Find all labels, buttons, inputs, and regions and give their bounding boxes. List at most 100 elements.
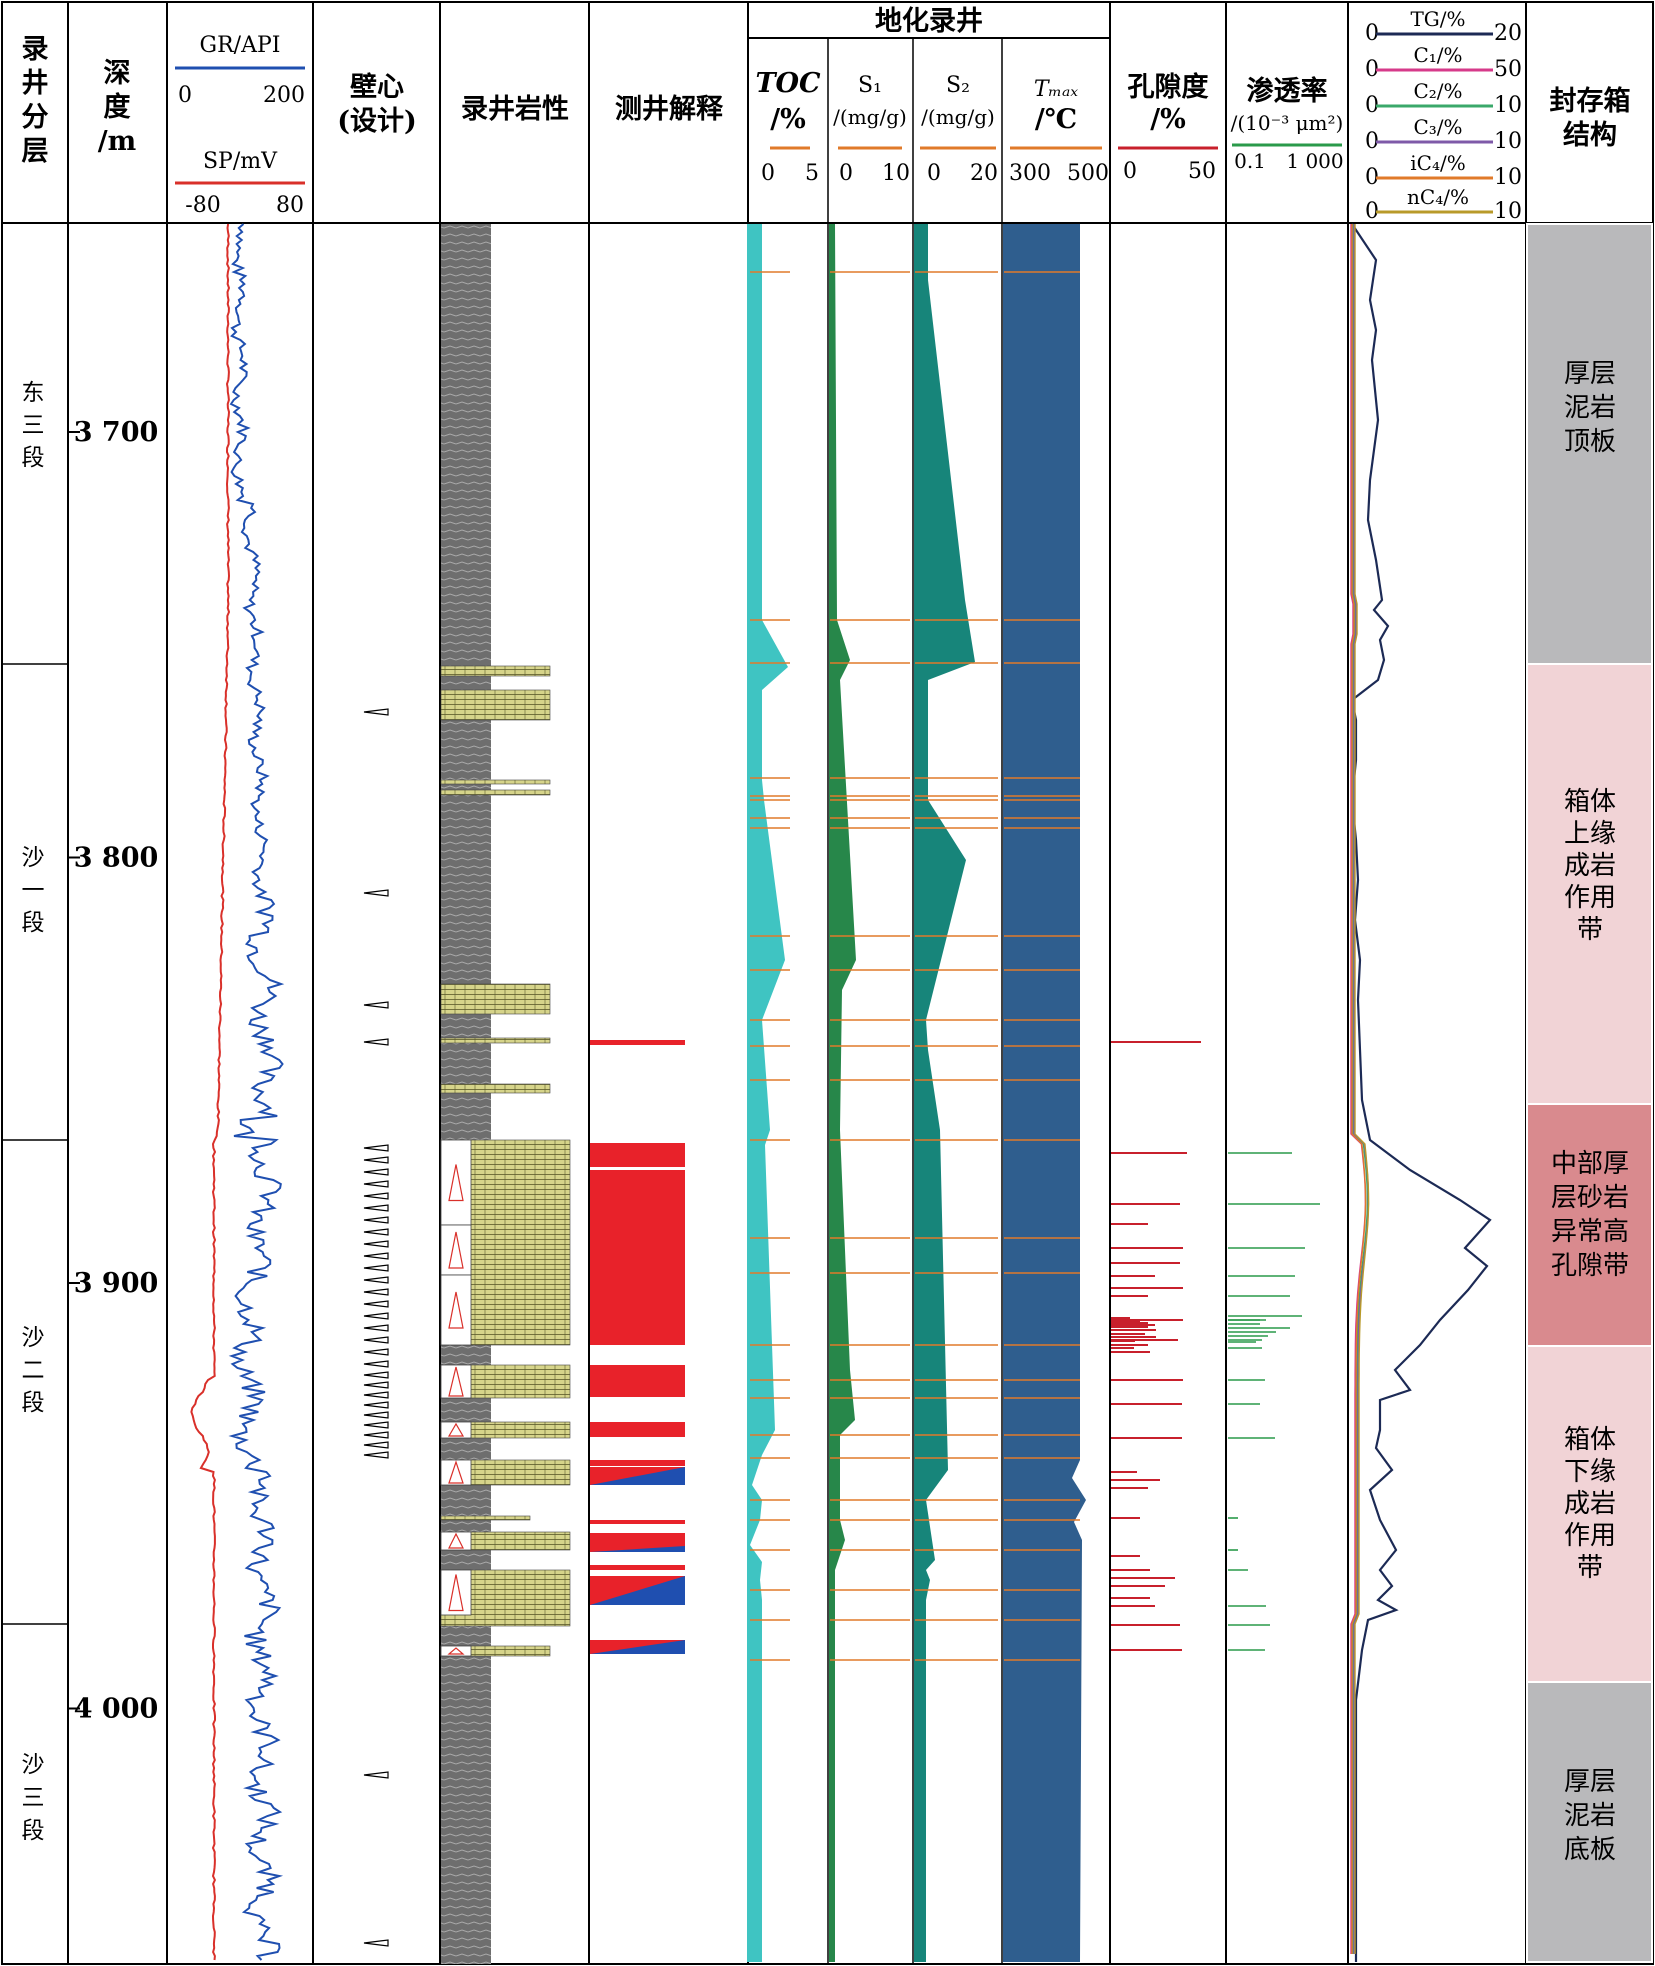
core-marker — [363, 1228, 389, 1236]
oil-layer — [590, 1170, 685, 1345]
seal-zone — [1526, 663, 1653, 1105]
seal-zone-label: 上缘 — [1564, 819, 1616, 849]
sandstone-bed — [440, 665, 551, 677]
sample-lines — [750, 271, 1080, 1661]
seal-zones: 厚层泥岩顶板箱体上缘成岩作用带中部厚层砂岩异常高孔隙带箱体下缘成岩作用带厚层泥岩… — [1526, 223, 1653, 1963]
gas-legend-max: 10 — [1494, 165, 1522, 190]
seal-zone-label: 孔隙带 — [1551, 1251, 1629, 1281]
s2-unit: /(mg/g) — [921, 105, 995, 129]
gas-legend-label: nC₄/% — [1407, 185, 1469, 209]
seal-zone-label: 箱体 — [1564, 787, 1616, 817]
formation-label: 三 — [22, 1785, 45, 1811]
sandstone-bed — [440, 779, 551, 785]
seal-zone-label: 中部厚 — [1551, 1149, 1629, 1179]
s2-area — [914, 224, 975, 1962]
gas-legend-min: 0 — [1365, 21, 1379, 46]
gas-legend-min: 0 — [1365, 93, 1379, 118]
sandstone-bed — [440, 1083, 551, 1094]
oil-layer — [590, 1460, 685, 1466]
core-marker — [363, 1441, 389, 1449]
oil-layer — [590, 1143, 685, 1167]
core-marker — [363, 1300, 389, 1308]
seal-zone-label: 厚层 — [1564, 1767, 1616, 1797]
gravel-symbol — [448, 1574, 464, 1612]
core-header-2: (设计) — [337, 106, 417, 137]
core-header-1: 壁心 — [350, 72, 404, 103]
core-marker — [363, 1168, 389, 1176]
core-marker — [363, 1421, 389, 1429]
core-marker — [363, 1381, 389, 1389]
core-marker — [363, 1264, 389, 1272]
seal-zone-label: 作用 — [1564, 883, 1616, 913]
conglomerate-bed — [440, 1459, 472, 1486]
gas-legend: 0 TG/% 20 0 C₁/% 50 0 C₂/% 10 0 C₃/% 10 0 iC₄/% 10 0 nC₄… — [1365, 7, 1522, 224]
oil-layer — [590, 1533, 685, 1546]
gas-legend-max: 50 — [1494, 57, 1522, 82]
sp-curve — [190, 223, 231, 1961]
core-marker — [363, 1038, 389, 1046]
formation-label: 段 — [22, 910, 45, 936]
formation-label: 二 — [22, 1358, 45, 1384]
gr-label: GR/API — [200, 33, 281, 58]
core-marker — [363, 1771, 389, 1779]
core-marker — [363, 1391, 389, 1399]
sandstone-bed — [440, 689, 551, 721]
por-min: 0 — [1123, 159, 1137, 184]
seal-zone-label: 成岩 — [1564, 1489, 1616, 1519]
s2-max: 20 — [970, 161, 998, 186]
oil-layer — [590, 1422, 685, 1437]
core-marker — [363, 1240, 389, 1248]
core-marker — [363, 1324, 389, 1332]
seal-zone-label: 带 — [1577, 1553, 1603, 1583]
gravel-symbol — [447, 1647, 465, 1655]
sandstone-bed — [440, 983, 551, 1015]
seal-zone-label: 作用 — [1564, 1521, 1616, 1551]
toc-unit: /% — [770, 104, 806, 135]
oil-layer — [590, 1565, 685, 1570]
gas-legend-label: iC₄/% — [1410, 151, 1465, 175]
core-marker — [363, 1144, 389, 1152]
sandstone-bed — [440, 1037, 551, 1044]
toc-area — [747, 224, 788, 1962]
gas-component-curve — [1352, 224, 1369, 1954]
conglomerate-bed — [440, 1569, 472, 1616]
perm-max: 1 000 — [1286, 149, 1343, 173]
seal-zone — [1526, 223, 1653, 665]
core-marker — [363, 1204, 389, 1212]
permeability-bars — [1228, 1152, 1320, 1651]
oil-layer — [590, 1040, 685, 1045]
gravel-symbol — [448, 1164, 464, 1202]
seal-zone-label: 下缘 — [1564, 1457, 1616, 1487]
lithology-beds — [440, 665, 571, 1657]
s1-max: 10 — [882, 161, 910, 186]
seal-zone — [1526, 1345, 1653, 1683]
s1-unit: /(mg/g) — [833, 105, 907, 129]
perm-min: 0.1 — [1234, 149, 1266, 173]
sidewall-core-markers — [363, 708, 389, 1947]
formation-label: 段 — [22, 445, 45, 471]
gravel-symbol — [448, 1231, 464, 1269]
gas-legend-min: 0 — [1365, 199, 1379, 224]
header: 录 井 分 层 深 度 /m GR/API 0 200 SP/mV -80 80… — [22, 6, 1631, 224]
gas-legend-max: 10 — [1494, 199, 1522, 224]
formation-label: 沙 — [22, 845, 45, 871]
formation-header-4: 层 — [22, 136, 49, 167]
core-marker — [363, 1156, 389, 1164]
conglomerate-bed — [440, 1274, 472, 1346]
gas-component-curve — [1353, 224, 1370, 1954]
formation-column — [2, 663, 68, 1625]
formation-label: 沙 — [22, 1325, 45, 1351]
core-marker — [363, 1939, 389, 1947]
tmax-min: 300 — [1009, 161, 1051, 186]
sp-label: SP/mV — [203, 149, 278, 174]
porosity-bars — [1111, 1041, 1201, 1651]
porosity-unit: /% — [1150, 104, 1186, 135]
s1-header: S₁ — [858, 73, 882, 98]
seal-zone-label: 异常高 — [1551, 1217, 1629, 1247]
seal-zone-label: 带 — [1577, 915, 1603, 945]
gas-component-curve — [1354, 224, 1370, 1954]
tmax-unit: /℃ — [1035, 104, 1077, 135]
sp-max: 80 — [276, 193, 304, 218]
